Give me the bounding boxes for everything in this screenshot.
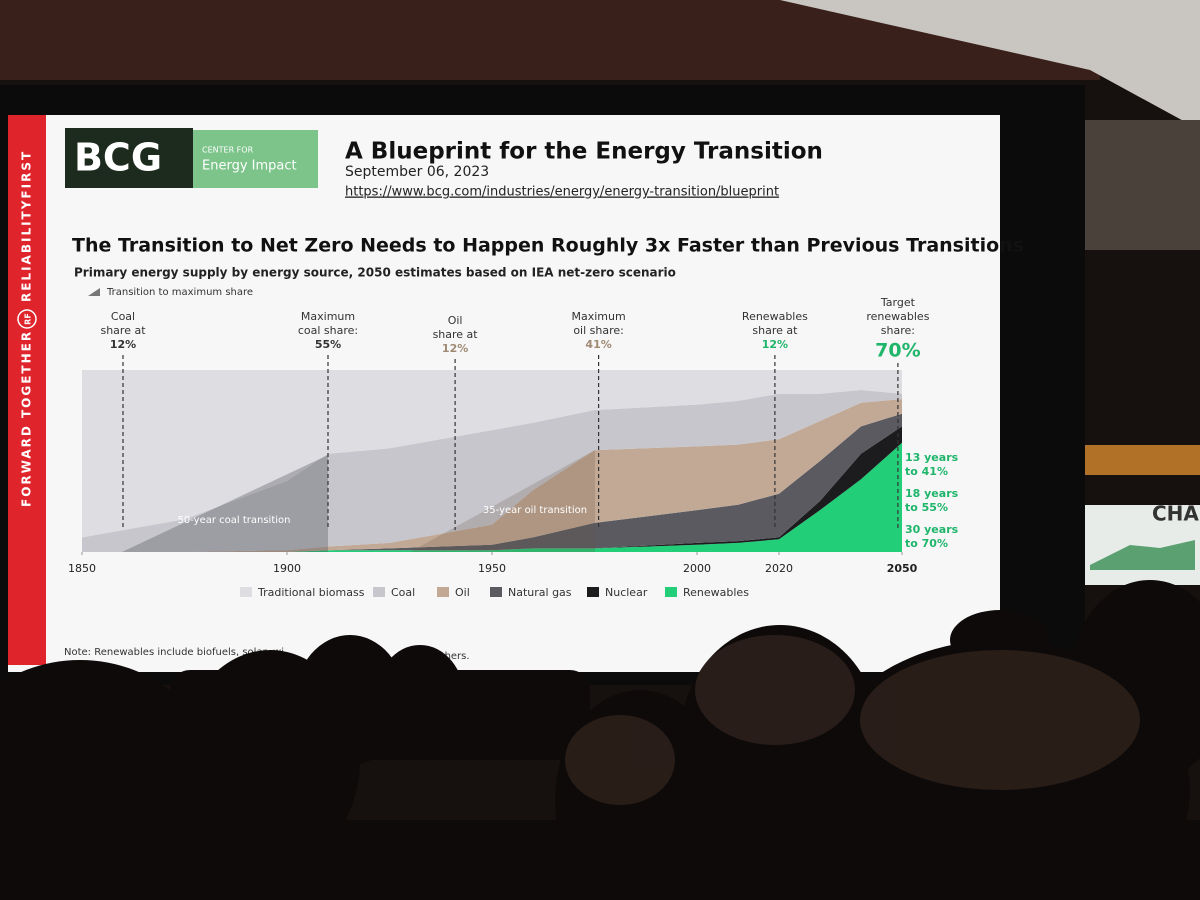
plot (82, 370, 902, 552)
transition-icon (88, 288, 100, 296)
chart-subtitle: Primary energy supply by energy source, … (74, 266, 676, 280)
x-tick-label: 2020 (765, 562, 793, 575)
x-tick-label: 1850 (68, 562, 96, 575)
legend-swatch (373, 587, 385, 597)
date: September 06, 2023 (345, 164, 489, 180)
annotation-text: Target (880, 296, 916, 309)
side-note: 18 years (905, 487, 959, 500)
area (82, 413, 902, 552)
annotation-text: share at (100, 324, 146, 337)
side-note: to 41% (905, 465, 948, 478)
light-strip (1085, 445, 1200, 475)
coal-transition-shade (122, 455, 328, 552)
slide-title: A Blueprint for the Energy Transition (345, 139, 823, 165)
ceiling (780, 0, 1200, 130)
side-screen-text: CHA (1152, 502, 1199, 526)
area (82, 399, 902, 552)
legend-label: Renewables (683, 586, 749, 599)
legend-swatch (587, 587, 599, 597)
transition-label: 35-year oil transition (483, 505, 587, 516)
annotation-value: 41% (585, 338, 611, 351)
transition-label: 50-year coal transition (178, 515, 291, 526)
annotation-text: share: (881, 324, 915, 337)
side-bar-text: FORWARD TOGETHER RF RELIABILITYFIRST (17, 150, 37, 507)
x-tick-label: 1950 (478, 562, 506, 575)
wall (1085, 120, 1200, 250)
logo-box (65, 128, 193, 188)
legend-swatch (490, 587, 502, 597)
oil-transition-shade (410, 450, 595, 552)
annotation-text: Maximum (571, 310, 625, 323)
side-note: 13 years (905, 451, 959, 464)
side-note: 30 years (905, 523, 959, 536)
side-note: to 70% (905, 537, 948, 550)
side-bar (8, 115, 46, 665)
legend-label: Coal (391, 586, 415, 599)
center-box (193, 130, 318, 188)
annotation-value: 70% (875, 340, 920, 362)
area (82, 390, 902, 552)
side-left: FORWARD TOGETHER (20, 330, 34, 507)
x-tick-label: 2050 (887, 562, 918, 575)
annotation-value: 55% (315, 338, 341, 351)
area (82, 370, 902, 538)
annotation-text: oil share: (573, 324, 624, 337)
annotation-text: renewables (866, 310, 929, 323)
x-tick-label: 1900 (273, 562, 301, 575)
center-name: Energy Impact (202, 159, 297, 174)
note: Note: Renewables include biofuels, solar… (64, 647, 284, 658)
side-note: to 55% (905, 501, 948, 514)
annotation-text: share at (433, 328, 479, 341)
logo: BCG (74, 136, 162, 180)
legend-swatch (437, 587, 449, 597)
x-tick-label: 2000 (683, 562, 711, 575)
annotation-value: 12% (442, 342, 468, 355)
legend-label: Nuclear (605, 586, 648, 599)
transition-legend: Transition to maximum share (106, 287, 253, 298)
legend-label: Natural gas (508, 586, 572, 599)
side-badge: RF (24, 313, 33, 325)
legend-label: Oil (455, 586, 470, 599)
annotation-value: 12% (110, 338, 136, 351)
center-small: CENTER FOR (202, 146, 254, 155)
side-screen-chart (1090, 540, 1195, 570)
legend-swatch (665, 587, 677, 597)
annotation-text: Coal (111, 310, 135, 323)
chart-title: The Transition to Net Zero Needs to Happ… (72, 235, 1024, 257)
annotation-text: share at (752, 324, 798, 337)
legend-label: Traditional biomass (257, 586, 365, 599)
area (82, 442, 902, 552)
side-right: RELIABILITYFIRST (20, 150, 34, 302)
annotation-value: 12% (762, 338, 788, 351)
annotation-text: Oil (448, 314, 463, 327)
url: https://www.bcg.com/industries/energy/en… (345, 185, 779, 200)
annotation-text: coal share: (298, 324, 358, 337)
annotation-text: Maximum (301, 310, 355, 323)
badge-ring (17, 309, 37, 329)
legend-swatch (240, 587, 252, 597)
hair-highlights (565, 635, 1140, 805)
annotation-text: Renewables (742, 310, 808, 323)
